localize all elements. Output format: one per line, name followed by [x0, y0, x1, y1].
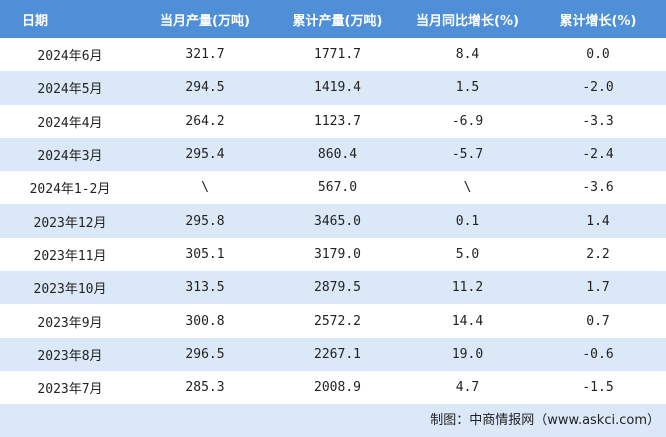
- table-cell: 2023年7月: [37, 382, 103, 398]
- table-cell: 300.8: [185, 313, 225, 329]
- table-cell: 296.5: [140, 337, 270, 371]
- table-row: 2023年9月 300.8 2572.2 14.4 0.7: [0, 304, 666, 337]
- table-row: 2024年4月 264.2 1123.7 -6.9 -3.3: [0, 105, 666, 138]
- table-cell: -6.9: [451, 113, 484, 129]
- table-cell: 264.2: [185, 113, 225, 129]
- table-cell: 294.5: [140, 71, 270, 105]
- table-cell: -3.3: [582, 113, 614, 129]
- table-cell: 2267.1: [270, 337, 405, 371]
- table-cell: \: [201, 180, 209, 196]
- table-cell: 2008.9: [314, 380, 361, 396]
- table-cell: 2023年9月: [37, 315, 103, 331]
- table-cell: -3.6: [582, 180, 614, 196]
- table-row: 2023年10月 313.5 2879.5 11.2 1.7: [0, 271, 666, 305]
- table-cell: -0.6: [530, 337, 666, 371]
- column-header: 当月同比增长(%): [405, 0, 530, 38]
- table-cell: 1771.7: [314, 47, 361, 63]
- table-cell: 4.7: [455, 380, 480, 396]
- column-header: 累计产量(万吨): [270, 0, 405, 38]
- column-header: 累计增长(%): [530, 0, 666, 38]
- table-cell: \: [463, 180, 472, 196]
- table-cell: 2024年5月: [0, 71, 140, 105]
- table-row: 2023年11月 305.1 3179.0 5.0 2.2: [0, 238, 666, 271]
- table-cell: 2023年11月: [33, 248, 107, 264]
- table-cell: 2024年4月: [37, 115, 103, 131]
- table-cell: 11.2: [405, 271, 530, 305]
- table-row: 2023年7月 285.3 2008.9 4.7 -1.5: [0, 371, 666, 404]
- table-cell: 2.2: [586, 246, 610, 262]
- table-cell: 313.5: [140, 271, 270, 305]
- table-cell: 1.5: [405, 71, 530, 105]
- table-row: 2024年3月 295.4 860.4 -5.7 -2.4: [0, 137, 666, 172]
- table-cell: 8.4: [455, 47, 480, 63]
- table-cell: 860.4: [270, 137, 405, 172]
- table-cell: -5.7: [405, 137, 530, 172]
- table-cell: 2023年12月: [0, 204, 140, 238]
- table-cell: 2024年1-2月: [29, 182, 111, 198]
- table-cell: 0.7: [586, 313, 610, 329]
- header-row: 日期 当月产量(万吨) 累计产量(万吨) 当月同比增长(%) 累计增长(%): [0, 0, 666, 38]
- table-cell: 1123.7: [314, 113, 361, 129]
- table-cell: 2879.5: [270, 271, 405, 305]
- table-row: 2024年5月 294.5 1419.4 1.5 -2.0: [0, 71, 666, 105]
- table-cell: 2572.2: [314, 313, 361, 329]
- table-cell: 305.1: [185, 246, 225, 262]
- table-cell: 321.7: [185, 47, 225, 63]
- table-row: 2024年1-2月 \ 567.0 \ -3.6: [0, 171, 666, 204]
- column-header: 日期: [0, 0, 140, 38]
- table-cell: 2024年6月: [37, 49, 103, 65]
- table-row: 2023年12月 295.8 3465.0 0.1 1.4: [0, 204, 666, 238]
- table-cell: 285.3: [185, 380, 225, 396]
- data-table: 日期 当月产量(万吨) 累计产量(万吨) 当月同比增长(%) 累计增长(%) 2024年…: [0, 0, 666, 404]
- table-cell: 1419.4: [270, 71, 405, 105]
- table-cell: 1.4: [530, 204, 666, 238]
- table-body: 2024年6月 321.7 1771.7 8.4 0.0 2024年5月 294.5 1419…: [0, 38, 666, 404]
- column-header: 当月产量(万吨): [140, 0, 270, 38]
- table-cell: 19.0: [405, 337, 530, 371]
- table-cell: 2024年3月: [0, 137, 140, 172]
- table-cell: 3465.0: [270, 204, 405, 238]
- table-row: 2024年6月 321.7 1771.7 8.4 0.0: [0, 38, 666, 71]
- table-cell: 0.0: [586, 47, 610, 63]
- table-row: 2023年8月 296.5 2267.1 19.0 -0.6: [0, 337, 666, 371]
- table-cell: 1.7: [530, 271, 666, 305]
- source-note: 制图：中商情报网（www.askci.com）: [0, 404, 666, 437]
- table-cell: 14.4: [451, 313, 484, 329]
- table-cell: 2023年8月: [0, 337, 140, 371]
- table-cell: 5.0: [455, 246, 480, 262]
- table-cell: -2.4: [530, 137, 666, 172]
- table-cell: 0.1: [405, 204, 530, 238]
- table-cell: -1.5: [582, 380, 614, 396]
- table-cell: -2.0: [530, 71, 666, 105]
- table-cell: 2023年10月: [0, 271, 140, 305]
- table-cell: 295.8: [140, 204, 270, 238]
- table-cell: 3179.0: [314, 246, 361, 262]
- table-cell: 295.4: [140, 137, 270, 172]
- table-cell: 567.0: [317, 180, 358, 196]
